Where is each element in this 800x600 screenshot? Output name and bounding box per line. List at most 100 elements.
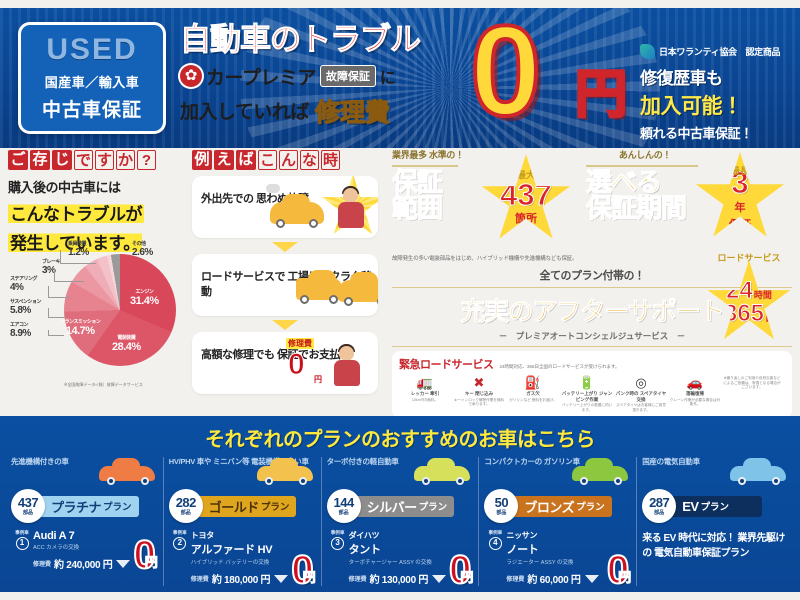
plan-3-cost: 約 60,000 円 [527,575,581,587]
zero-number: 0 [468,8,543,143]
broken-car-icon [270,194,324,228]
pie-chart-area: 乗員装置 1.2% その他 2.6% ブレーキ 3% ステアリング 4% サスペ… [8,241,186,402]
road-service-header: 緊急ロードサービス 24時間対応、365日全国のロードサービスが受けられます。 [399,356,785,372]
trouble-highlight-2: 発生しています。 [8,229,142,254]
plan-3-car-icon [572,458,630,485]
plan-1-part: ハイブリッド バッテリーの交換 [190,560,270,567]
tag-char-3: で [74,150,93,170]
road-item-stuck: 🚗 落輪復帰 クレーン作業が必要な場合は対象外。 [669,376,721,413]
used-subtitle-warranty: 中古車保証 [41,99,142,121]
plan-1-example-no: 事例車 2 [169,530,191,586]
did-you-know-tag: ご 存 じ で す か ? [8,150,186,170]
plans-list: 先進機構付きの車 437 部品 プラチナ プラン [0,457,800,591]
emergency-road-service-box: 緊急ロードサービス 24時間対応、365日全国のロードサービスが受けられます。 … [392,351,792,418]
plan-0-body: 事例車 1 Audi A 7 ACC カメラの交換 修理費 約 240,000 … [11,530,158,576]
plan-card-platinum[interactable]: 先進機構付きの車 437 部品 プラチナ プラン [6,457,163,586]
plan-card-ev[interactable]: 国産の電気自動車 287 部品 EV プラン 来る EV 時代 [636,457,794,587]
pie-label-ブレーキ: ブレーキ 3% [42,259,61,276]
plan-0-count-label: 部品 [22,510,33,517]
after-support-header: 全てのプラン付帯の！ 充実のアフターサポート － プレミアオートコンシェルジュサ… [392,267,792,347]
road-service-title: 緊急ロードサービス [399,359,494,371]
plan-2-example-info: ダイハツ タント ターボチャージャー ASSY の交換 修理費 約 130,00… [349,530,474,586]
arrow-down-icon-1 [272,242,298,252]
plan-3-body: 事例車 4 ニッサン ノート ラジエーター ASSY の交換 修理費 約 60,… [484,530,631,591]
plan-card-silver[interactable]: ターボ付きの軽自動車 144 部品 シルバー プラン [320,457,479,591]
ex-tag-char-2: ば [236,150,256,170]
plan-2-body: 事例車 3 ダイハツ タント ターボチャージャー ASSY の交換 修理費 約 … [327,530,474,591]
road-service-star-wrap: ロードサービス 24 時間 365 日 [706,251,792,346]
plan-2-cost: 約 130,000 円 [369,575,429,587]
middle-section: ご 存 じ で す か ? 購入後の中古車には こんなトラブルが 発生しています… [0,150,800,475]
smoke-icon [266,184,280,193]
plan-0-count: 437 [17,495,39,511]
plan-card-gold[interactable]: HV/PHV 車や ミニバン等 電装機構の多い車 282 部品 ゴールド プラン [162,457,321,591]
ex-tag-char-6: 時 [321,150,340,170]
plan-1-body: 事例車 2 トヨタ アルファード HV ハイブリッド バッテリーの交換 修理費 … [169,530,316,591]
for-example-tag: 例 え ば こ ん な 時 [192,150,378,170]
road-item-2-label: ガス欠 [526,391,540,396]
pie-label-ステアリング: ステアリング 4% [10,276,38,293]
happy-driver-icon [332,344,362,386]
product-line: カープレミア 故障保証 に [180,63,600,90]
plan-4-count-badge: 287 部品 [642,489,677,524]
plan-1-model: アルファード HV [190,544,273,557]
plan-1-name: ゴールド [208,499,260,515]
plan-3-name-suffix: プラン [576,502,605,514]
plan-1-badge: 282 部品 ゴールド プラン [168,489,316,524]
road-item-tow: 🚛 レッカー 牽引 10km까지無料。 [399,376,451,413]
road-item-4-label: パンク時の スペアタイヤ交換 [615,391,667,402]
plan-0-kicker: 先進機構付きの車 [11,457,69,466]
road-item-fuel: ⛽ ガス欠 ガソリンなど 燃料をお届け。 [507,376,559,413]
plan-2-car-icon [414,458,472,485]
after-purchase-text: 購入後の中古車には [8,180,121,195]
plan-3-kicker: コンパクトカーの ガソリン車 [484,457,580,466]
plan-card-bronze[interactable]: コンパクトカーの ガソリン車 50 部品 ブロンズ プラン [478,457,636,591]
association-text: 日本ワランティ協会 認定商品 [659,47,781,57]
plan-1-example-info: トヨタ アルファード HV ハイブリッド バッテリーの交換 修理費 約 180,… [191,530,316,586]
pie-source-note: ※全国故障データ・（株）故障データサービス [64,382,143,387]
association-mark: 日本ワランティ協会 認定商品 [640,44,781,59]
plan-2-brand: ダイハツ [348,531,380,541]
plan-4-kicker: 国産の電気自動車 [642,457,700,466]
plan-2-count-badge: 144 部品 [326,489,361,524]
road-item-5-label: 落輪復帰 [686,391,704,396]
yen-symbol: 円 [573,66,628,124]
plan-3-count: 50 [494,495,509,511]
feature-row: 業界最多 水準の！ 保証 範囲 最大 437 箇所 あんしんの！ 選べる 保証期… [392,150,792,254]
plan-0-name-chip: プラチナ プラン [39,495,139,517]
repair-history-line3: 頼れる中古車保証！ [640,126,753,141]
plan-1-count: 282 [175,495,197,511]
scenario-step-3: 高額な修理でも 保証でお支払い 修理費 0 円 [192,332,378,394]
key-lockout-icon: ✖ [473,375,485,390]
plan-0-car-icon [98,458,157,485]
plan-4-name-chip: EV プラン [670,495,763,517]
plan-0-name: プラチナ [51,499,102,515]
plan-0-example-info: Audi A 7 ACC カメラの交換 修理費 約 240,000 円 [33,530,158,571]
feature-period-kicker: あんしんの！ [618,150,672,160]
plan-4-name: EV [682,498,699,514]
feature-coverage-title-1: 保証 [392,166,444,197]
plan-3-brand: ニッサン [506,531,538,541]
stuck-car-icon: 🚗 [686,375,704,390]
plan-1-name-suffix: プラン [260,502,290,514]
plan-2-model: タント [348,544,381,557]
towed-car-icon [338,272,378,306]
ex-tag-char-3: こ [258,150,277,170]
zero-mini-yen: 円 [314,375,322,384]
plan-1-count-badge: 282 部品 [168,489,203,524]
repair-cost-mini-label: 修理費 [286,338,314,349]
particle-ni: に [379,70,396,88]
coverage-star-mini: 最大 [516,170,535,180]
battery-jump-icon: 🔋 [578,375,596,390]
road-service-star-label: ロードサービス [717,253,781,263]
after-support-title: 充実のアフターサポート [460,298,725,327]
plans-section: それぞれのプランのおすすめのお車はこちら 先進機構付きの車 437 部品 プラチ… [0,416,800,592]
plan-4-count-label: 部品 [654,510,665,517]
after-support-subtitle: － プレミアオートコンシェルジュサービス － [498,331,686,341]
period-star-number: 3 [731,165,749,201]
plan-4-badge: 287 部品 EV プラン [642,489,789,524]
feature-coverage-title-2: 範囲 [392,193,444,224]
plan-0-cost: 約 240,000 円 [54,560,113,572]
scenario-step-1: 外出先での 思わぬ故障 [192,176,378,238]
